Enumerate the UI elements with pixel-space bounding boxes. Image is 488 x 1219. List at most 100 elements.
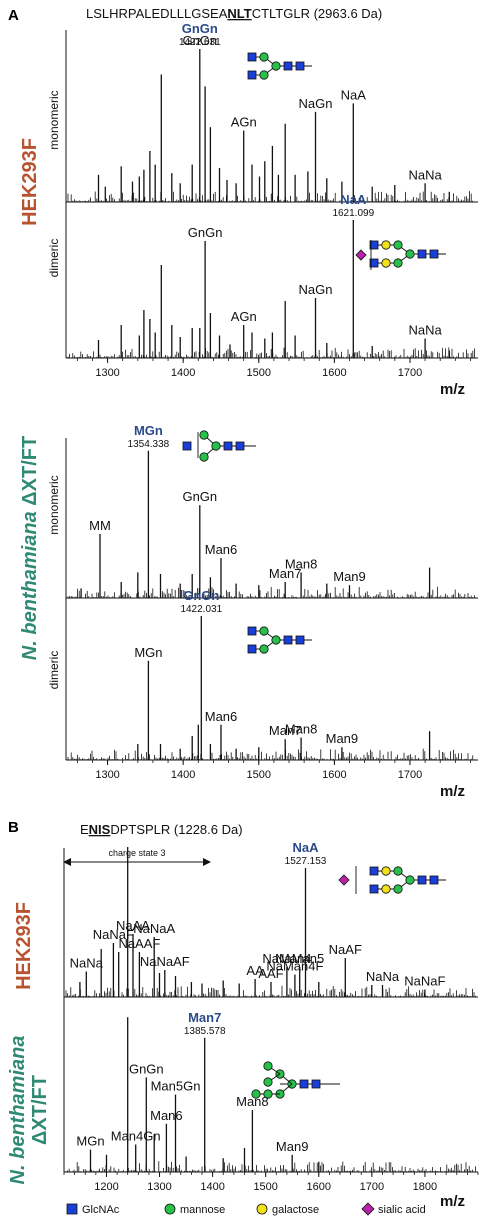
highlight-label: GnGn <box>183 588 219 603</box>
glcnac-icon <box>182 441 192 451</box>
galactose-icon <box>381 240 391 250</box>
tick-label: 1600 <box>322 367 346 379</box>
mannose-icon <box>259 52 269 62</box>
panel-a-peptide: LSLHRPALEDLLLGSEANLTCTLTGLR (2963.6 Da) <box>86 6 382 21</box>
glycan-mgn-a3 <box>182 430 256 462</box>
glcnac-icon <box>417 249 427 259</box>
mannose-icon <box>263 1089 273 1099</box>
peak-label: NaNa <box>70 956 104 971</box>
tick-label: 1300 <box>95 367 119 379</box>
peak-label: Man5Gn <box>151 1079 201 1094</box>
tick-label: 1300 <box>95 769 119 781</box>
peak-label: Man7 <box>269 723 302 738</box>
peak-label: Man8 <box>285 556 318 571</box>
legend-circle-icon <box>164 1203 176 1215</box>
peak-label: Man9 <box>333 569 366 584</box>
glcnac-icon <box>247 644 257 654</box>
tick-label: 1800 <box>413 1181 437 1193</box>
peak-label: GnGn <box>188 225 223 240</box>
charge-state-annotation: charge state 3 <box>63 848 211 866</box>
highlight-mz: 1621.099 <box>332 208 374 219</box>
state-label-2: dimeric <box>47 239 61 278</box>
mannose-icon <box>211 441 221 451</box>
glycan-naa-a2 <box>355 240 446 270</box>
glcnac-icon <box>295 61 305 71</box>
peak-label: NaNa <box>408 323 442 338</box>
peak-label: NaNaA <box>133 921 175 936</box>
legend-glcnac-icon <box>66 1203 78 1215</box>
peak-label: Man9 <box>276 1139 309 1154</box>
glcnac-icon <box>369 240 379 250</box>
mannose-icon <box>271 61 281 71</box>
peak-label: AGn <box>231 115 257 130</box>
legend-label: galactose <box>272 1204 319 1216</box>
highlight-mz: 1385.578 <box>184 1026 226 1037</box>
highlight-mz: 1422.031 <box>180 604 222 615</box>
peak-label: Man6 <box>150 1108 183 1123</box>
side-label-hek-a: HEK293F <box>19 138 41 226</box>
peak-label: Man7 <box>269 566 302 581</box>
peak-label: NaMan5 <box>275 951 324 966</box>
sialic-icon <box>338 874 350 886</box>
glcnac-icon <box>369 884 379 894</box>
tick-label: 1400 <box>171 367 195 379</box>
state-label-1: monomeric <box>47 90 61 149</box>
glcnac-icon <box>247 70 257 80</box>
state-label-3: monomeric <box>47 475 61 534</box>
peak-label: Man9 <box>326 731 359 746</box>
mannose-icon <box>259 626 269 636</box>
peak-label: NaMan4F <box>266 959 323 974</box>
tick-label: 1200 <box>94 1181 118 1193</box>
peak-label: Man6 <box>205 542 238 557</box>
peak-label: NaAF <box>329 942 362 957</box>
glcnac-icon <box>429 875 439 885</box>
glcnac-icon <box>429 249 439 259</box>
glcnac-icon <box>299 1079 309 1089</box>
highlight-label: NaA <box>292 840 319 855</box>
tick-label: 1700 <box>360 1181 384 1193</box>
peak-label: GnGn <box>182 489 217 504</box>
glcnac-icon <box>295 635 305 645</box>
mannose-icon <box>199 430 209 440</box>
mannose-icon <box>393 258 403 268</box>
highlight-label: MGn <box>134 423 163 438</box>
panel-b-letter: B <box>8 819 19 836</box>
highlight-mz: 1354.338 <box>128 439 170 450</box>
legend-label: GlcNAc <box>82 1204 120 1216</box>
peak-label: NaNa <box>366 969 400 984</box>
peak-label: MGn <box>76 1134 104 1149</box>
peak-label: Man8 <box>236 1094 269 1109</box>
x-ticks-a1: 1300 1400 1500 1600 1700 <box>76 358 471 379</box>
spectrum-a3-axes <box>65 438 478 599</box>
mannose-icon <box>393 240 403 250</box>
peak-label: GnGn <box>129 1061 164 1076</box>
side-label-hek-b: HEK293F <box>13 902 35 990</box>
peak-label: NaNa <box>408 167 442 182</box>
glycan-gngn-a4 <box>247 626 312 654</box>
peak-label: AA <box>246 963 264 978</box>
mannose-icon <box>263 1061 273 1071</box>
legend-circle-icon <box>256 1203 268 1215</box>
side-label-nb-b-line1: N. benthamiana <box>7 1036 29 1185</box>
glycan-cartoons <box>182 52 446 1099</box>
mannose-icon <box>405 249 415 259</box>
axis-label-a1: m/z <box>440 381 465 398</box>
glycan-gngn-a1 <box>247 52 312 80</box>
tick-label: 1700 <box>398 769 422 781</box>
legend-label: sialic acid <box>378 1204 426 1216</box>
galactose-icon <box>381 866 391 876</box>
mannose-icon <box>393 866 403 876</box>
state-label-4: dimeric <box>47 651 61 690</box>
peak-label: NaMan4 <box>262 951 311 966</box>
galactose-icon <box>381 258 391 268</box>
glcnac-icon <box>283 635 293 645</box>
x-ticks-b: 1200 1300 1400 1500 1600 1700 1800 <box>63 1172 479 1193</box>
peak-label: GnGn <box>182 33 217 48</box>
tick-label: 1500 <box>247 367 271 379</box>
glcnac-icon <box>369 258 379 268</box>
side-label-nb-b-line2: ΔXT/FT <box>29 1075 51 1145</box>
